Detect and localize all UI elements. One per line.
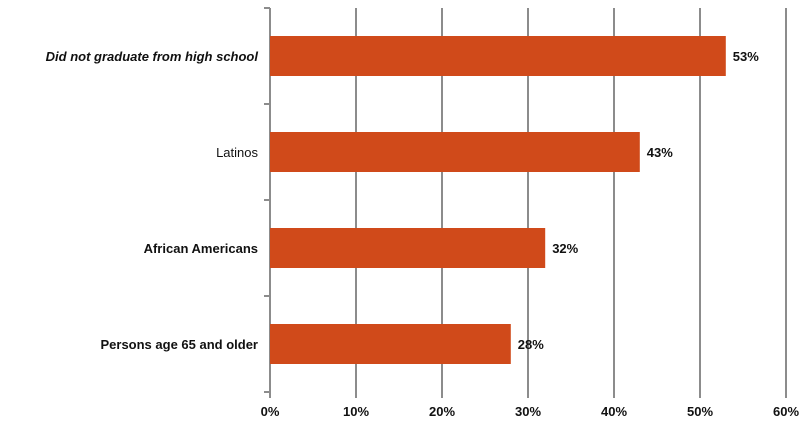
x-tick-label: 30% <box>515 404 541 419</box>
bar-value-label: 43% <box>647 145 673 160</box>
category-label: Latinos <box>216 145 258 160</box>
bar-value-label: 32% <box>552 241 578 256</box>
category-label: Persons age 65 and older <box>100 337 258 352</box>
bar <box>270 228 546 268</box>
bar-layer <box>270 36 726 364</box>
bar-value-label: 28% <box>518 337 544 352</box>
bar-value-label: 53% <box>733 49 759 64</box>
x-tick-label: 40% <box>601 404 627 419</box>
category-label: Did not graduate from high school <box>46 49 259 64</box>
category-label: African Americans <box>144 241 258 256</box>
label-layer: 53% Did not graduate from high school 43% L… <box>46 49 760 352</box>
x-tick-label: 20% <box>429 404 455 419</box>
bar <box>270 324 511 364</box>
tick-layer: 0% 10% 20% 30% 40% 50% 60% <box>261 404 800 419</box>
bar <box>270 132 640 172</box>
x-tick-label: 60% <box>773 404 799 419</box>
x-tick-label: 0% <box>261 404 280 419</box>
bar <box>270 36 726 76</box>
x-tick-label: 50% <box>687 404 713 419</box>
x-tick-label: 10% <box>343 404 369 419</box>
